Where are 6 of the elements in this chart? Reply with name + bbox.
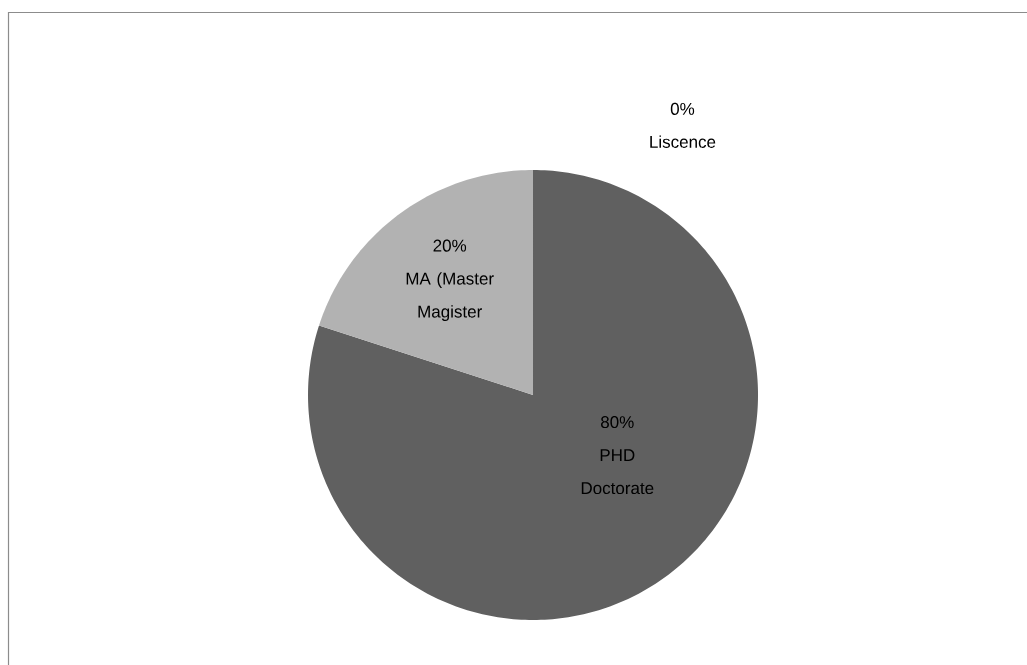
data-label: 80% <box>600 416 634 429</box>
text: 0% <box>670 102 695 115</box>
category-label: PHD Doctorate <box>581 449 654 495</box>
data-label: 20% <box>433 239 467 252</box>
slice-label: MA (Master Magister <box>406 272 494 322</box>
category-label: Liscence <box>650 135 716 148</box>
